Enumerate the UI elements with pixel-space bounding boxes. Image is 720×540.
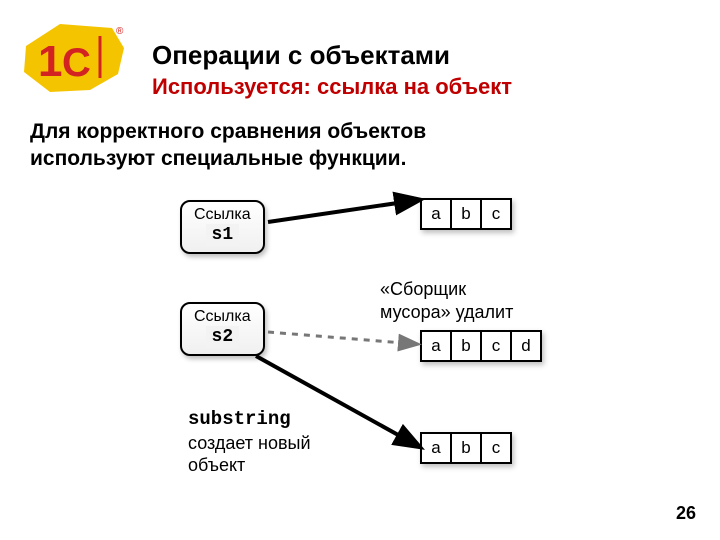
arrow-s1-a1 [268, 200, 418, 222]
cell: c [482, 330, 512, 362]
body-text: Для корректного сравнения объектов испол… [30, 118, 510, 173]
cell: a [420, 432, 452, 464]
arrow-s2-a2-dashed [268, 332, 416, 344]
page-title: Операции с объектами [152, 40, 450, 71]
note-subs-line1: substring [188, 408, 311, 432]
logo-1: 1 [38, 37, 62, 86]
logo-c: C [62, 41, 91, 85]
logo-reg: ® [116, 26, 124, 37]
cell: b [452, 330, 482, 362]
cell: c [482, 432, 512, 464]
ref-name-s2: s2 [206, 326, 240, 348]
ref-box-s2: Ссылка s2 [180, 302, 265, 356]
ref-label-s2: Ссылка [194, 308, 251, 326]
ref-label-s1: Ссылка [194, 206, 251, 224]
cell: d [512, 330, 542, 362]
ref-name-s1: s1 [206, 224, 240, 246]
note-subs-line3: объект [188, 454, 311, 477]
note-gc: «Сборщик мусора» удалит [380, 278, 513, 323]
array-a2: a b c d [420, 330, 542, 362]
page-number: 26 [676, 503, 696, 524]
cell: b [452, 432, 482, 464]
logo: 1 C ® [20, 18, 130, 101]
note-gc-line2: мусора» удалит [380, 301, 513, 324]
array-a1: a b c [420, 198, 512, 230]
ref-box-s1: Ссылка s1 [180, 200, 265, 254]
cell: c [482, 198, 512, 230]
page-subtitle: Используется: ссылка на объект [152, 74, 512, 100]
cell: a [420, 198, 452, 230]
note-subs-line2: создает новый [188, 432, 311, 455]
note-substring: substring создает новый объект [188, 408, 311, 477]
cell: b [452, 198, 482, 230]
note-gc-line1: «Сборщик [380, 278, 513, 301]
array-a3: a b c [420, 432, 512, 464]
cell: a [420, 330, 452, 362]
